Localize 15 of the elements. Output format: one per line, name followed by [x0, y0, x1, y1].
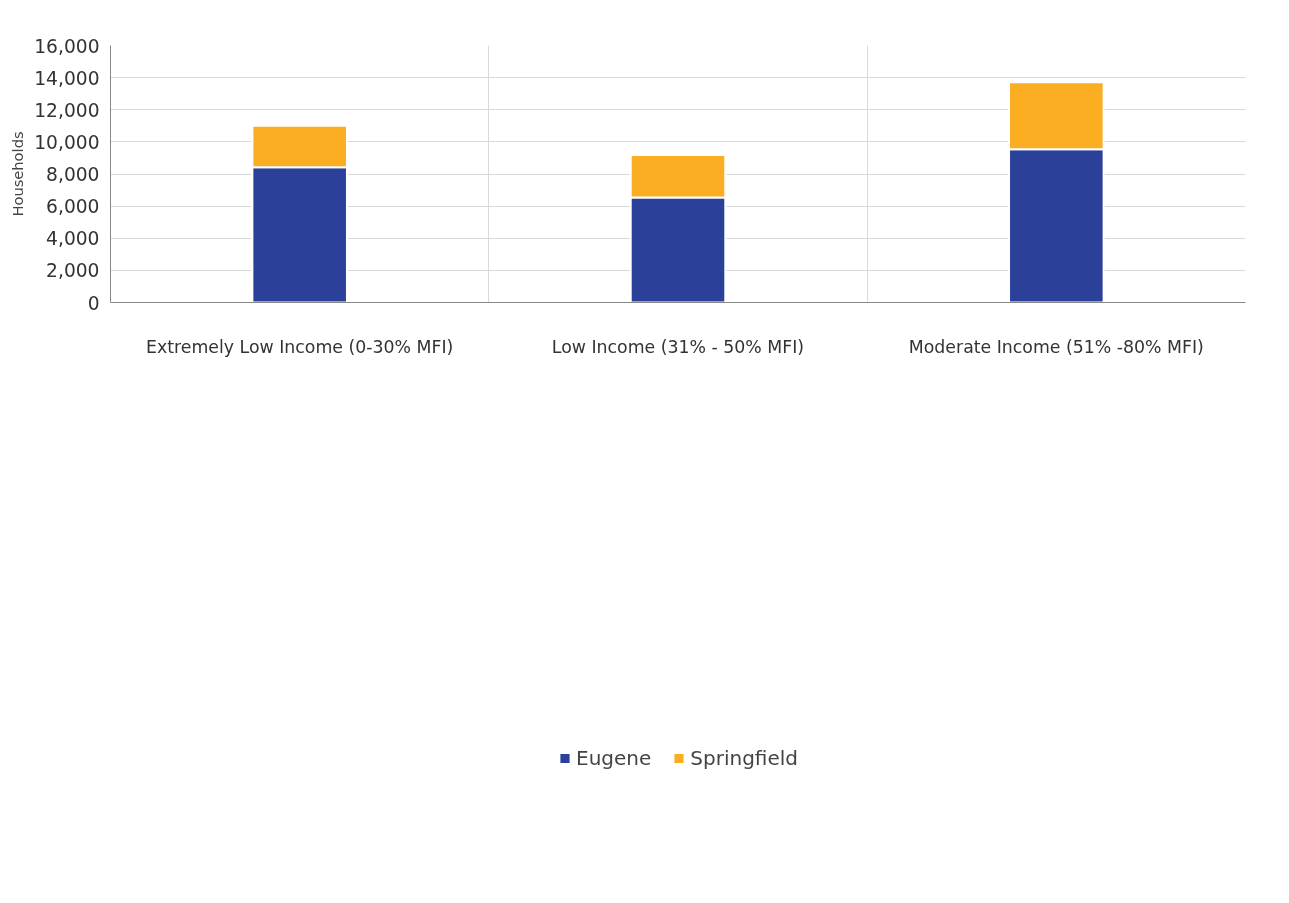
y-tick-label: 12,000 [34, 99, 100, 121]
y-tick-label: 10,000 [34, 131, 100, 153]
y-tick-label: 2,000 [46, 260, 100, 282]
y-tick-label: 8,000 [46, 164, 100, 185]
y-tick-label: 14,000 [34, 67, 100, 89]
y-tick-label: 16,000 [34, 35, 100, 57]
x-tick-label: Extremely Low Income (0-30% MFI) [146, 336, 454, 357]
legend-label: Springfield [690, 746, 798, 770]
y-tick-label: 0 [87, 292, 100, 314]
legend-label: Eugene [576, 746, 652, 770]
y-axis-title: Households [9, 131, 27, 217]
x-tick-label: Low Income (31% - 50% MFI) [551, 336, 805, 357]
y-tick-label: 6,000 [46, 196, 100, 218]
y-tick-label: 4,000 [46, 228, 100, 250]
x-tick-label: Moderate Income (51% -80% MFI) [908, 336, 1204, 357]
